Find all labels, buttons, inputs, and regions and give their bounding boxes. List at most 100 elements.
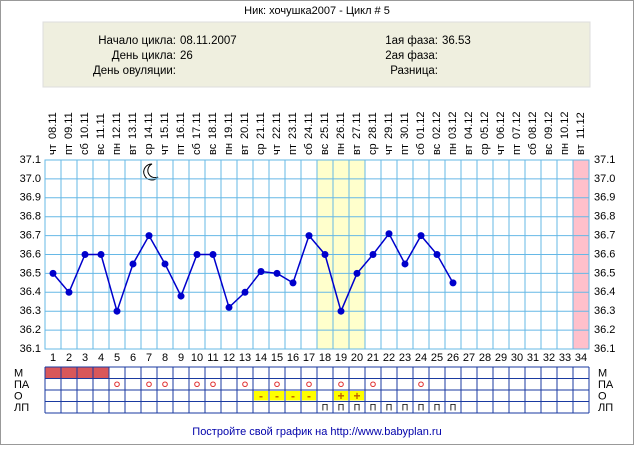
x-tick-label: 16 xyxy=(287,352,299,364)
row-symbol xyxy=(274,381,280,388)
y-tick-label: 36.3 xyxy=(594,305,615,317)
row-symbol xyxy=(114,381,120,388)
row-entry: + xyxy=(353,389,360,403)
point xyxy=(129,260,137,268)
point xyxy=(209,251,217,258)
x-tick-label: 13 xyxy=(239,352,251,364)
point xyxy=(353,269,361,277)
row-symbol xyxy=(194,381,200,388)
row-symbol: П xyxy=(402,403,408,413)
weekday-label: ср xyxy=(255,143,267,155)
date-label: 22.11 xyxy=(271,112,283,139)
point xyxy=(97,251,105,258)
point xyxy=(49,269,57,277)
x-tick-label: 25 xyxy=(431,352,443,364)
row-cell xyxy=(77,367,93,379)
row-symbol: П xyxy=(434,403,440,413)
weekday-label: сб xyxy=(527,143,539,155)
row-symbol xyxy=(210,381,216,388)
x-tick-label: 1 xyxy=(50,352,56,364)
weekday-label: пт xyxy=(63,144,75,155)
x-tick-label: 4 xyxy=(98,352,104,364)
weekday-label: вт xyxy=(575,144,587,155)
chart-title: Ник: хочушка2007 - Цикл # 5 xyxy=(244,5,390,17)
row-label: М xyxy=(598,368,607,380)
date-label: 15.11 xyxy=(159,112,171,139)
weekday-label: пн xyxy=(223,143,235,155)
x-tick-label: 2 xyxy=(66,352,72,364)
row-cell xyxy=(350,391,364,401)
x-tick-label: 18 xyxy=(319,352,331,364)
weekday-label: сб xyxy=(303,143,315,155)
info-label: 2ая фаза: xyxy=(385,50,438,62)
point xyxy=(65,288,73,296)
weekday-label: пн xyxy=(559,143,571,155)
row-cell xyxy=(45,367,61,379)
x-tick-label: 7 xyxy=(146,352,152,364)
info-label: День овуляции: xyxy=(93,65,176,77)
point xyxy=(81,251,89,258)
y-tick-label: 36.1 xyxy=(594,343,615,355)
point xyxy=(241,288,249,296)
point xyxy=(177,292,185,300)
weekday-label: сб xyxy=(191,143,203,155)
info-value: 26 xyxy=(180,50,193,62)
row-cell xyxy=(302,391,316,401)
date-label: 04.12 xyxy=(463,111,475,139)
weekday-label: вс xyxy=(431,143,443,155)
weekday-label: вс xyxy=(543,143,555,155)
date-label: 30.11 xyxy=(399,112,411,139)
point xyxy=(337,307,345,315)
row-label: ПА xyxy=(14,379,30,391)
weekday-label: пт xyxy=(287,144,299,155)
row-symbol xyxy=(306,381,312,388)
weekday-label: вс xyxy=(95,143,107,155)
point xyxy=(417,232,425,240)
info-label: День цикла: xyxy=(112,50,176,62)
point xyxy=(257,268,265,276)
weekday-label: вт xyxy=(351,144,363,155)
footer: Постройте свой график на http://www.baby… xyxy=(192,426,441,438)
y-tick-label: 37.0 xyxy=(20,173,41,185)
x-tick-label: 11 xyxy=(207,352,218,364)
weekday-label: пн xyxy=(447,143,459,155)
x-tick-label: 29 xyxy=(495,352,507,364)
row-symbol xyxy=(370,381,376,388)
row-cell xyxy=(286,391,300,401)
date-label: 20.11 xyxy=(239,112,251,139)
info-label: 1ая фаза: xyxy=(385,35,438,47)
y-tick-label: 37.1 xyxy=(594,154,615,166)
date-label: 29.11 xyxy=(383,112,395,139)
date-label: 03.12 xyxy=(447,111,459,139)
date-label: 08.11 xyxy=(47,112,59,139)
x-tick-label: 32 xyxy=(543,352,555,364)
date-label: 24.11 xyxy=(303,112,315,139)
date-label: 19.11 xyxy=(223,112,235,139)
y-tick-label: 37.1 xyxy=(20,154,41,166)
weekday-label: чт xyxy=(383,144,395,155)
y-tick-label: 36.4 xyxy=(20,286,41,298)
info-label: Начало цикла: xyxy=(98,35,176,47)
row-symbol: П xyxy=(386,403,392,413)
date-label: 23.11 xyxy=(287,112,299,139)
x-tick-label: 8 xyxy=(162,352,168,364)
date-label: 06.12 xyxy=(495,111,507,139)
row-symbol: П xyxy=(370,403,376,413)
row-label: М xyxy=(14,368,23,380)
date-label: 11.12 xyxy=(575,112,587,139)
weekday-label: чт xyxy=(271,144,283,155)
row-entry: - xyxy=(307,389,311,403)
date-label: 26.11 xyxy=(335,112,347,139)
x-tick-label: 23 xyxy=(399,352,411,364)
weekday-label: пт xyxy=(511,144,523,155)
date-label: 13.11 xyxy=(127,112,139,139)
point xyxy=(401,260,409,268)
x-tick-label: 15 xyxy=(271,352,283,364)
y-tick-label: 36.8 xyxy=(594,211,615,223)
row-label: О xyxy=(14,391,23,403)
row-entry: - xyxy=(275,389,279,403)
y-tick-label: 36.1 xyxy=(20,343,41,355)
x-tick-label: 24 xyxy=(415,352,427,364)
y-tick-label: 36.6 xyxy=(594,248,615,260)
